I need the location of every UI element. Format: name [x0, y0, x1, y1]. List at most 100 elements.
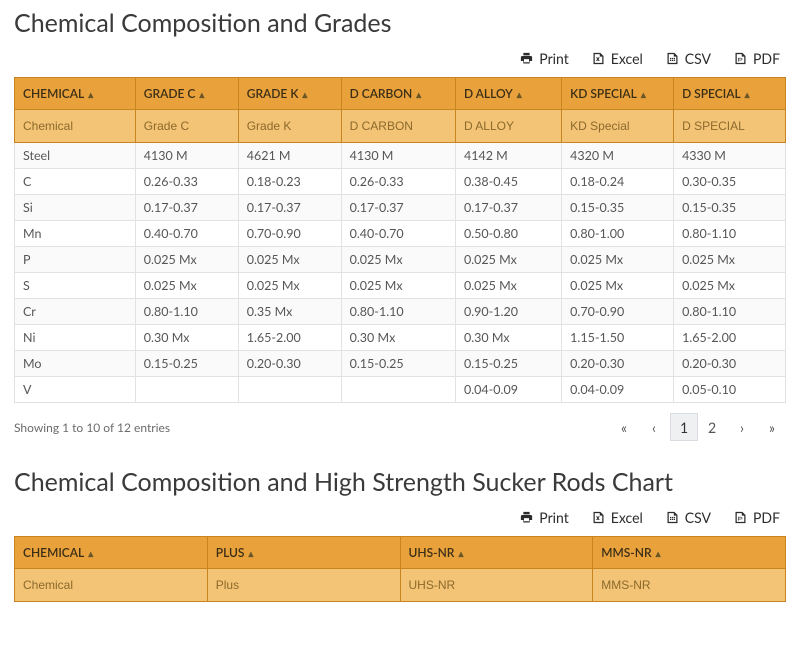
- column-label: CHEMICAL: [23, 545, 84, 560]
- table-cell: 1.15-1.50: [562, 325, 674, 351]
- rods-col-header[interactable]: UHS-NR▴: [400, 537, 593, 569]
- grades-col-header[interactable]: D CARBON▴: [341, 78, 455, 110]
- excel-button[interactable]: Excel: [591, 509, 643, 526]
- table-cell: 0.025 Mx: [674, 247, 786, 273]
- rods-col-header[interactable]: PLUS▴: [207, 537, 400, 569]
- table-cell: 0.38-0.45: [455, 169, 561, 195]
- grades-filter-input[interactable]: [136, 110, 238, 142]
- table-cell: 0.80-1.10: [674, 221, 786, 247]
- sucker-rods-table: CHEMICAL▴PLUS▴UHS-NR▴MMS-NR▴: [14, 536, 786, 602]
- excel-button[interactable]: Excel: [591, 50, 643, 67]
- table-cell: Mo: [15, 351, 136, 377]
- pdf-label: PDF: [753, 50, 780, 67]
- pdf-button[interactable]: PDF: [733, 50, 780, 67]
- table-cell: [238, 377, 341, 403]
- pager-prev[interactable]: ‹: [640, 413, 668, 441]
- column-label: PLUS: [216, 545, 245, 560]
- table-cell: S: [15, 273, 136, 299]
- grades-col-header[interactable]: KD SPECIAL▴: [562, 78, 674, 110]
- table-cell: 0.26-0.33: [341, 169, 455, 195]
- table-cell: V: [15, 377, 136, 403]
- table-cell: 0.025 Mx: [238, 273, 341, 299]
- print-icon: [519, 51, 534, 66]
- pager-next[interactable]: ›: [728, 413, 756, 441]
- table-cell: 0.20-0.30: [674, 351, 786, 377]
- pager-first[interactable]: «: [610, 413, 638, 441]
- excel-icon: [591, 510, 606, 525]
- sort-asc-icon: ▴: [248, 548, 253, 560]
- sort-asc-icon: ▴: [199, 89, 204, 101]
- print-button[interactable]: Print: [519, 509, 568, 526]
- table-row: Mn0.40-0.700.70-0.900.40-0.700.50-0.800.…: [15, 221, 786, 247]
- rods-filter-input[interactable]: [208, 569, 400, 601]
- grades-col-header[interactable]: D ALLOY▴: [455, 78, 561, 110]
- table-cell: 0.025 Mx: [674, 273, 786, 299]
- pdf-label: PDF: [753, 509, 780, 526]
- rods-filter-input[interactable]: [15, 569, 207, 601]
- sort-asc-icon: ▴: [745, 89, 750, 101]
- print-icon: [519, 510, 534, 525]
- table-row: Mo0.15-0.250.20-0.300.15-0.250.15-0.250.…: [15, 351, 786, 377]
- table-cell: 4142 M: [455, 143, 561, 169]
- column-label: UHS-NR: [409, 545, 455, 560]
- table-cell: [341, 377, 455, 403]
- table-cell: 0.025 Mx: [455, 273, 561, 299]
- table-cell: 0.15-0.35: [562, 195, 674, 221]
- table-cell: 0.80-1.10: [135, 299, 238, 325]
- table-cell: 0.80-1.00: [562, 221, 674, 247]
- table-cell: 0.30 Mx: [341, 325, 455, 351]
- section1-title: Chemical Composition and Grades: [14, 8, 786, 38]
- pager-last[interactable]: »: [758, 413, 786, 441]
- table-cell: 0.17-0.37: [455, 195, 561, 221]
- grades-col-header[interactable]: GRADE K▴: [238, 78, 341, 110]
- table-cell: 0.025 Mx: [238, 247, 341, 273]
- excel-label: Excel: [611, 50, 643, 67]
- rods-col-header[interactable]: MMS-NR▴: [593, 537, 786, 569]
- table-row: Cr0.80-1.100.35 Mx0.80-1.100.90-1.200.70…: [15, 299, 786, 325]
- table-cell: Cr: [15, 299, 136, 325]
- table-cell: 0.40-0.70: [135, 221, 238, 247]
- table-cell: 0.17-0.37: [135, 195, 238, 221]
- csv-button[interactable]: CSV: [665, 509, 711, 526]
- grades-col-header[interactable]: D SPECIAL ▴: [674, 78, 786, 110]
- grades-filter-input[interactable]: [562, 110, 673, 142]
- section2-title: Chemical Composition and High Strength S…: [14, 467, 786, 497]
- grades-filter-input[interactable]: [15, 110, 135, 142]
- rods-filter-input[interactable]: [401, 569, 593, 601]
- sort-asc-icon: ▴: [302, 89, 307, 101]
- excel-label: Excel: [611, 509, 643, 526]
- grades-table-footer: Showing 1 to 10 of 12 entries « ‹ 12 › »: [14, 413, 786, 441]
- print-button[interactable]: Print: [519, 50, 568, 67]
- column-label: D SPECIAL: [682, 86, 741, 101]
- grades-filter-input[interactable]: [239, 110, 341, 142]
- table-cell: 4621 M: [238, 143, 341, 169]
- column-label: CHEMICAL: [23, 86, 84, 101]
- table-cell: 0.70-0.90: [562, 299, 674, 325]
- pdf-button[interactable]: PDF: [733, 509, 780, 526]
- grades-col-header[interactable]: GRADE C▴: [135, 78, 238, 110]
- table-cell: 0.30 Mx: [455, 325, 561, 351]
- grades-filter-input[interactable]: [674, 110, 785, 142]
- pager-page[interactable]: 2: [698, 413, 726, 441]
- table-cell: 4130 M: [341, 143, 455, 169]
- table-row: C0.26-0.330.18-0.230.26-0.330.38-0.450.1…: [15, 169, 786, 195]
- rods-col-header[interactable]: CHEMICAL▴: [15, 537, 208, 569]
- pager-page[interactable]: 1: [670, 413, 698, 441]
- table-cell: Steel: [15, 143, 136, 169]
- rods-filter-input[interactable]: [593, 569, 785, 601]
- grades-filter-input[interactable]: [342, 110, 455, 142]
- table-row: V0.04-0.090.04-0.090.05-0.10: [15, 377, 786, 403]
- csv-button[interactable]: CSV: [665, 50, 711, 67]
- table-cell: Ni: [15, 325, 136, 351]
- table-cell: 1.65-2.00: [674, 325, 786, 351]
- table-cell: 0.18-0.23: [238, 169, 341, 195]
- table-row: P0.025 Mx0.025 Mx0.025 Mx0.025 Mx0.025 M…: [15, 247, 786, 273]
- table-cell: 0.025 Mx: [562, 247, 674, 273]
- table-cell: 0.17-0.37: [238, 195, 341, 221]
- table-cell: 0.025 Mx: [135, 273, 238, 299]
- grades-filter-input[interactable]: [456, 110, 561, 142]
- sort-asc-icon: ▴: [517, 89, 522, 101]
- table-cell: 0.30-0.35: [674, 169, 786, 195]
- table-cell: 0.70-0.90: [238, 221, 341, 247]
- grades-col-header[interactable]: CHEMICAL▴: [15, 78, 136, 110]
